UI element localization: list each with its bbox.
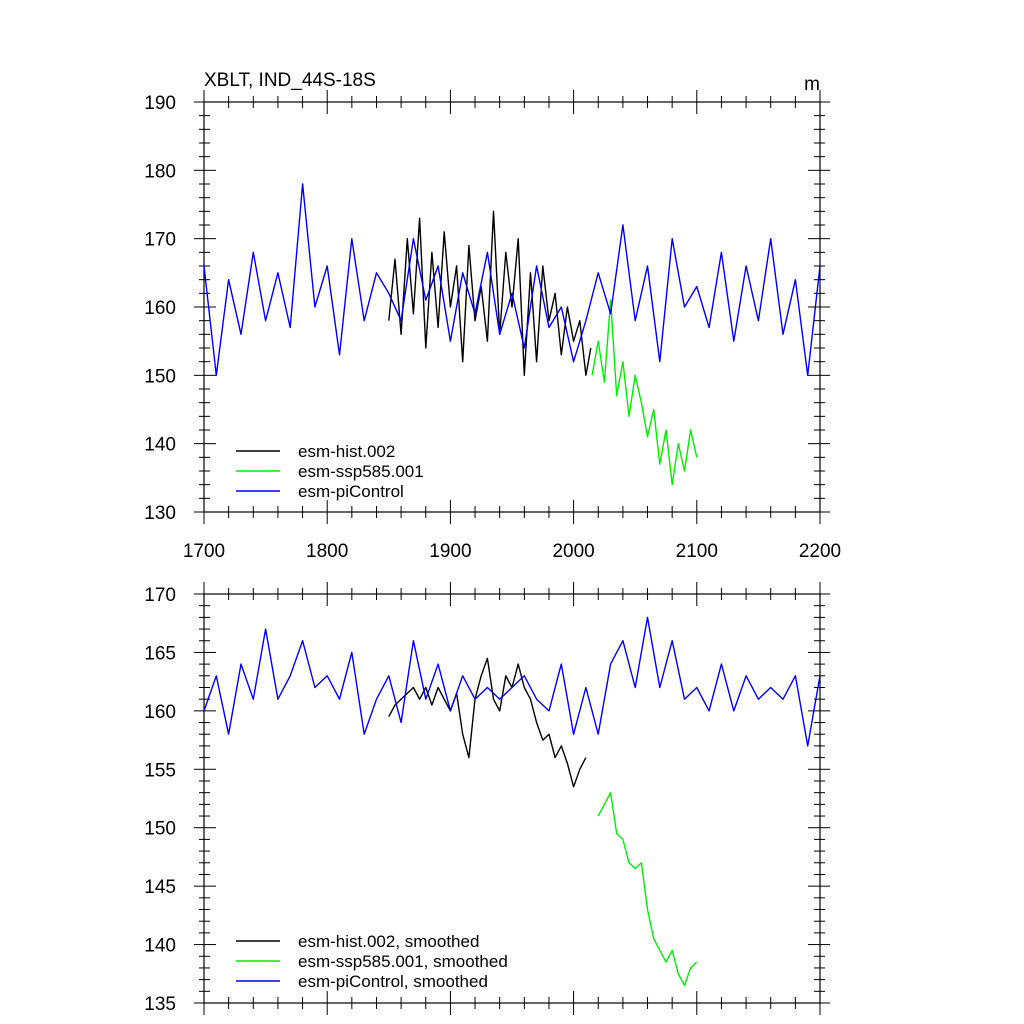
legend-label: esm-hist.002, smoothed [298,932,479,951]
legend-label: esm-piControl, smoothed [298,972,488,991]
legend-label: esm-ssp585.001, smoothed [298,952,508,971]
plot-frame [203,593,821,1004]
units-label: m [804,74,820,95]
y-tick-label: 160 [144,298,176,319]
y-tick-label: 180 [144,161,176,182]
y-tick-label: 160 [144,702,176,723]
y-tick-label: 140 [144,936,176,957]
series-line [203,616,821,747]
x-tick-label: 1800 [306,541,348,562]
series-line [591,299,698,486]
y-tick-label: 130 [144,503,176,524]
x-tick-label: 1700 [183,541,225,562]
top-panel: 130 140 150 160 170 180 190 1700 1800 1900 2000 210… [144,70,841,562]
y-tick-label: 170 [144,230,176,251]
x-tick-label: 1900 [429,541,471,562]
legend-label: esm-hist.002 [298,442,395,461]
x-tick-label: 2100 [676,541,718,562]
bottom-panel: 135 140 145 150 155 160 165 170 esm-hist.002, sm… [144,582,830,1015]
y-tick-label: 165 [144,643,176,664]
x-tick-label: 2000 [552,541,594,562]
series-line [203,183,821,376]
y-tick-label: 140 [144,435,176,456]
chart-title: XBLT, IND_44S-18S [204,70,376,91]
y-tick-label: 145 [144,877,176,898]
x-tick-label: 2200 [799,541,841,562]
legend-label: esm-ssp585.001 [298,462,424,481]
y-tick-label: 190 [144,93,176,114]
legend-label: esm-piControl [298,482,404,501]
y-tick-label: 135 [144,994,176,1015]
y-tick-label: 150 [144,819,176,840]
y-tick-label: 170 [144,585,176,606]
series-line [597,792,698,987]
series-line [388,210,592,376]
y-tick-label: 155 [144,760,176,781]
y-tick-label: 150 [144,366,176,387]
series-line [388,657,587,788]
